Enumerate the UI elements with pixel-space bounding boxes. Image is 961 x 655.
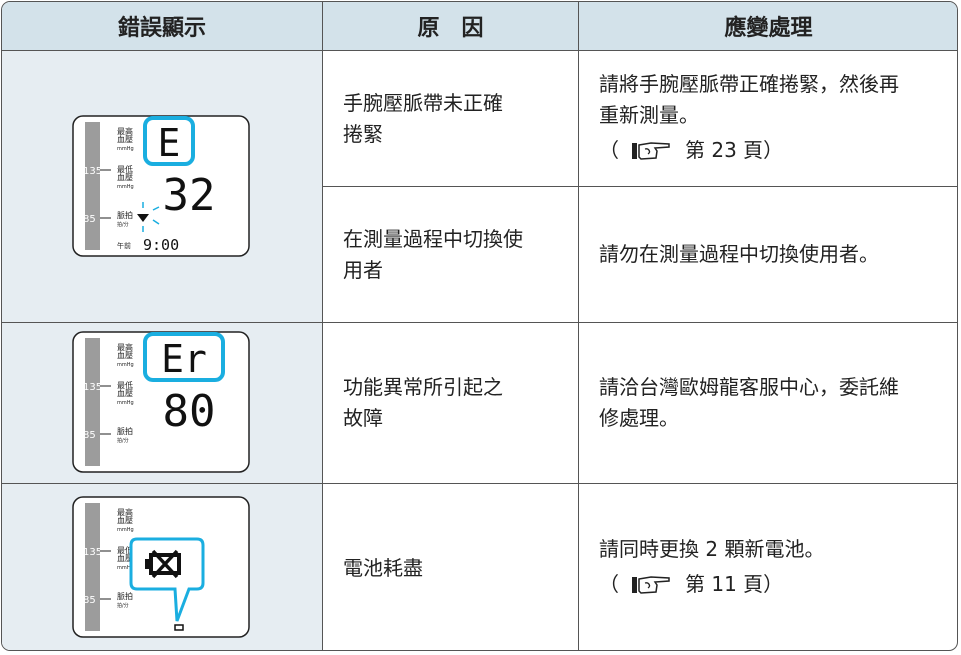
ref-text: 第 11 頁） <box>685 571 784 596</box>
battery-icon <box>145 559 151 569</box>
lcd-label: 血壓 <box>117 553 133 563</box>
lcd-reading: 32 <box>163 170 216 221</box>
display-cell: 135 85 最高 血壓 mmHg 最低 血壓 mmHg 脈拍 拍/分 Er 80 <box>2 323 323 484</box>
scale-label: 85 <box>83 214 96 225</box>
lcd-label: 午前 <box>117 241 131 250</box>
page-reference: （ 第 11 頁） <box>599 565 957 603</box>
page-reference: （ 第 23 頁） <box>599 131 957 169</box>
lcd-bar <box>85 121 100 250</box>
cause-cell: 在測量過程中切換使 用者 <box>323 187 579 323</box>
lcd-label: 血壓 <box>117 134 133 144</box>
remedy-cell: 請同時更換 2 顆新電池。 （ 第 11 頁） <box>579 484 957 650</box>
cause-text: 功能異常所引起之 <box>343 375 503 399</box>
remedy-text: 修處理。 <box>599 406 679 430</box>
lcd-label: 最低 <box>117 164 133 174</box>
display-cell: 135 85 最高 血壓 mmHg 最低 血壓 mmHg 脈拍 拍/分 E 32 午前 9:00 <box>2 51 323 323</box>
highlight-box <box>143 115 195 166</box>
lcd-label: mmHg <box>117 400 134 406</box>
remedy-text: 請勿在測量過程中切換使用者。 <box>599 242 879 266</box>
cause-text: 故障 <box>343 406 383 430</box>
lcd-label: 拍/分 <box>117 602 129 609</box>
icon-part <box>632 142 637 159</box>
heart-icon <box>137 213 149 222</box>
lcd-label: 最高 <box>117 507 133 517</box>
icon-part <box>644 581 651 589</box>
icon-part <box>632 576 637 593</box>
lcd-label: 脈拍 <box>117 426 133 436</box>
lcd-label: mmHg <box>117 565 134 571</box>
scale-label: 135 <box>83 166 102 177</box>
ref-text: （ <box>599 137 619 162</box>
lcd-reading: 80 <box>163 386 216 437</box>
lcd-label: 血壓 <box>117 172 133 182</box>
lcd-label: 拍/分 <box>117 437 129 444</box>
battery-icon <box>151 549 179 579</box>
lcd-label: 最低 <box>117 380 133 390</box>
lcd-label: 脈拍 <box>117 210 133 220</box>
display-cell: 135 85 最高 血壓 mmHg 最低 血壓 mmHg 脈拍 拍/分 <box>2 484 323 650</box>
battery-icon-small <box>174 624 184 631</box>
remedy-text: 請同時更換 2 顆新電池。 <box>599 536 825 561</box>
lcd-label: mmHg <box>117 527 134 533</box>
cause-cell: 電池耗盡 <box>323 484 579 650</box>
lcd-label: mmHg <box>117 362 134 368</box>
lcd-label: 最高 <box>117 342 133 352</box>
pointing-hand-icon <box>632 575 670 594</box>
lcd-bar <box>85 338 100 466</box>
icon-part <box>644 147 651 155</box>
icon-part <box>638 141 670 160</box>
scale-label: 85 <box>83 595 96 606</box>
lcd-bar <box>85 503 100 631</box>
pointing-hand-icon <box>632 141 670 160</box>
cause-text: 在測量過程中切換使 <box>343 226 523 251</box>
lcd-label: 血壓 <box>117 388 133 398</box>
ref-text: （ <box>599 571 619 596</box>
remedy-text: 請將手腕壓脈帶正確捲緊，然後再 <box>599 71 899 96</box>
scale-label: 135 <box>83 547 102 558</box>
ref-text: 第 23 頁） <box>685 137 784 162</box>
remedy-text: 重新測量。 <box>599 102 699 127</box>
lcd-label: 最低 <box>117 545 133 555</box>
lcd-label: 脈拍 <box>117 591 133 601</box>
lcd-reading: E <box>158 121 181 165</box>
scale-label: 135 <box>83 382 102 393</box>
blink-lines <box>142 201 160 232</box>
highlight-box <box>143 332 225 382</box>
cause-text: 捲緊 <box>343 121 383 146</box>
header-cell: 原 因 <box>323 2 579 51</box>
lcd-label: 血壓 <box>117 515 133 525</box>
lcd-label: 拍/分 <box>117 221 129 228</box>
lcd-label: mmHg <box>117 184 134 190</box>
icon-part <box>638 575 670 594</box>
cause-cell: 手腕壓脈帶未正確 捲緊 <box>323 51 579 187</box>
lcd-reading: Er <box>161 337 207 381</box>
cause-text: 手腕壓脈帶未正確 <box>343 90 503 115</box>
lcd-label: 最高 <box>117 126 133 136</box>
remedy-cell: 請將手腕壓脈帶正確捲緊，然後再 重新測量。 （ 第 23 頁） <box>579 51 957 187</box>
cause-text: 電池耗盡 <box>343 555 423 580</box>
header-cell: 應變處理 <box>579 2 957 51</box>
lcd-time: 9:00 <box>143 236 179 254</box>
cause-text: 用者 <box>343 257 383 282</box>
remedy-cell: 請勿在測量過程中切換使用者。 <box>579 187 957 323</box>
scale-label: 85 <box>83 430 96 441</box>
remedy-cell: 請洽台灣歐姆龍客服中心，委託維 修處理。 <box>579 323 957 484</box>
cause-cell: 功能異常所引起之 故障 <box>323 323 579 484</box>
lcd-label: 血壓 <box>117 350 133 360</box>
header-cell: 錯誤顯示 <box>2 2 323 51</box>
lcd-label: mmHg <box>117 146 134 152</box>
remedy-text: 請洽台灣歐姆龍客服中心，委託維 <box>599 375 899 399</box>
